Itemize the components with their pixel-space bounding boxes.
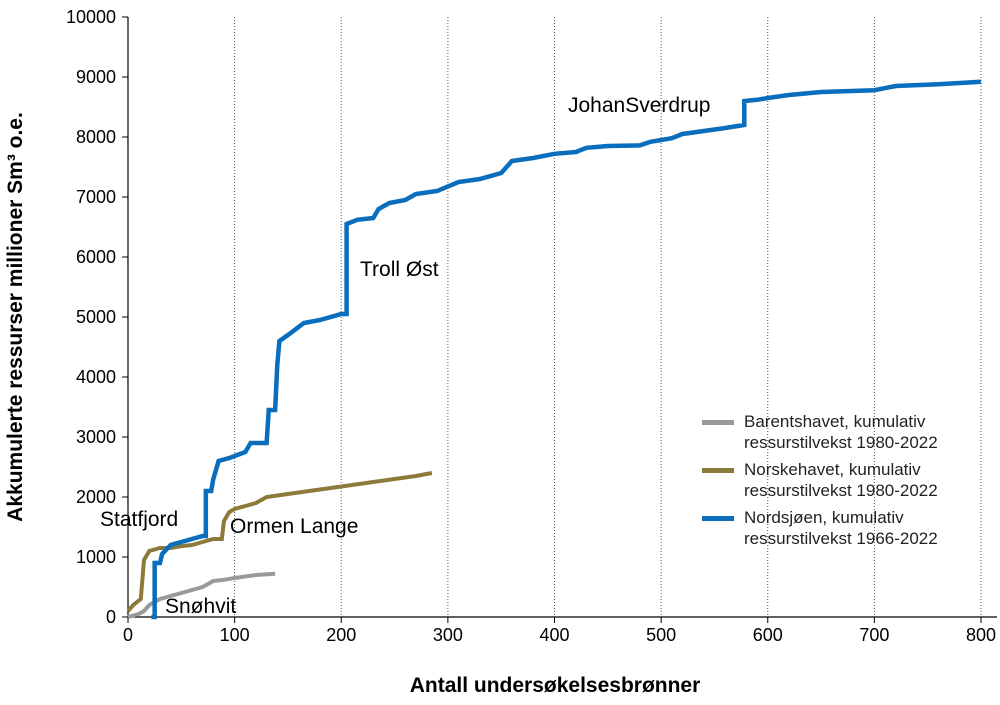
x-tick-label: 600 — [753, 625, 783, 645]
series-line — [126, 471, 433, 613]
legend-item: Nordsjøen, kumulativ ressurstilvekst 196… — [702, 507, 992, 549]
annotation: Ormen Lange — [230, 515, 358, 538]
annotation: Snøhvit — [165, 595, 236, 618]
x-tick-label: 700 — [859, 625, 889, 645]
legend-swatch — [702, 420, 734, 425]
legend-label: Nordsjøen, kumulativ ressurstilvekst 196… — [744, 508, 938, 548]
x-axis-label: Antall undersøkelsesbrønner — [410, 674, 701, 697]
y-tick-label: 10000 — [66, 7, 116, 27]
y-axis-label: Akkumulerte ressurser millioner Sm³ o.e. — [4, 112, 27, 522]
x-tick-label: 800 — [966, 625, 996, 645]
x-tick-label: 200 — [326, 625, 356, 645]
series-line — [127, 571, 276, 619]
legend: Barentshavet, kumulativ ressurstilvekst … — [702, 411, 992, 555]
x-tick-label: 100 — [220, 625, 250, 645]
y-tick-label: 6000 — [76, 247, 116, 267]
legend-swatch — [702, 516, 734, 521]
y-tick-label: 7000 — [76, 187, 116, 207]
legend-item: Norskehavet, kumulativ ressurstilvekst 1… — [702, 459, 992, 501]
legend-label: Barentshavet, kumulativ ressurstilvekst … — [744, 412, 938, 452]
y-tick-label: 8000 — [76, 127, 116, 147]
y-tick-label: 0 — [106, 607, 116, 627]
legend-label: Norskehavet, kumulativ ressurstilvekst 1… — [744, 460, 938, 500]
x-tick-label: 300 — [433, 625, 463, 645]
legend-swatch — [702, 468, 734, 473]
x-tick-label: 0 — [123, 625, 133, 645]
annotation: Statfjord — [100, 508, 178, 531]
y-tick-label: 1000 — [76, 547, 116, 567]
annotation: Troll Øst — [360, 258, 439, 281]
y-tick-label: 9000 — [76, 67, 116, 87]
y-tick-label: 4000 — [76, 367, 116, 387]
legend-item: Barentshavet, kumulativ ressurstilvekst … — [702, 411, 992, 453]
x-tick-label: 500 — [646, 625, 676, 645]
y-tick-label: 5000 — [76, 307, 116, 327]
y-tick-label: 2000 — [76, 487, 116, 507]
series-line — [151, 79, 982, 620]
x-tick-label: 400 — [539, 625, 569, 645]
annotation: JohanSverdrup — [568, 94, 710, 117]
y-tick-label: 3000 — [76, 427, 116, 447]
